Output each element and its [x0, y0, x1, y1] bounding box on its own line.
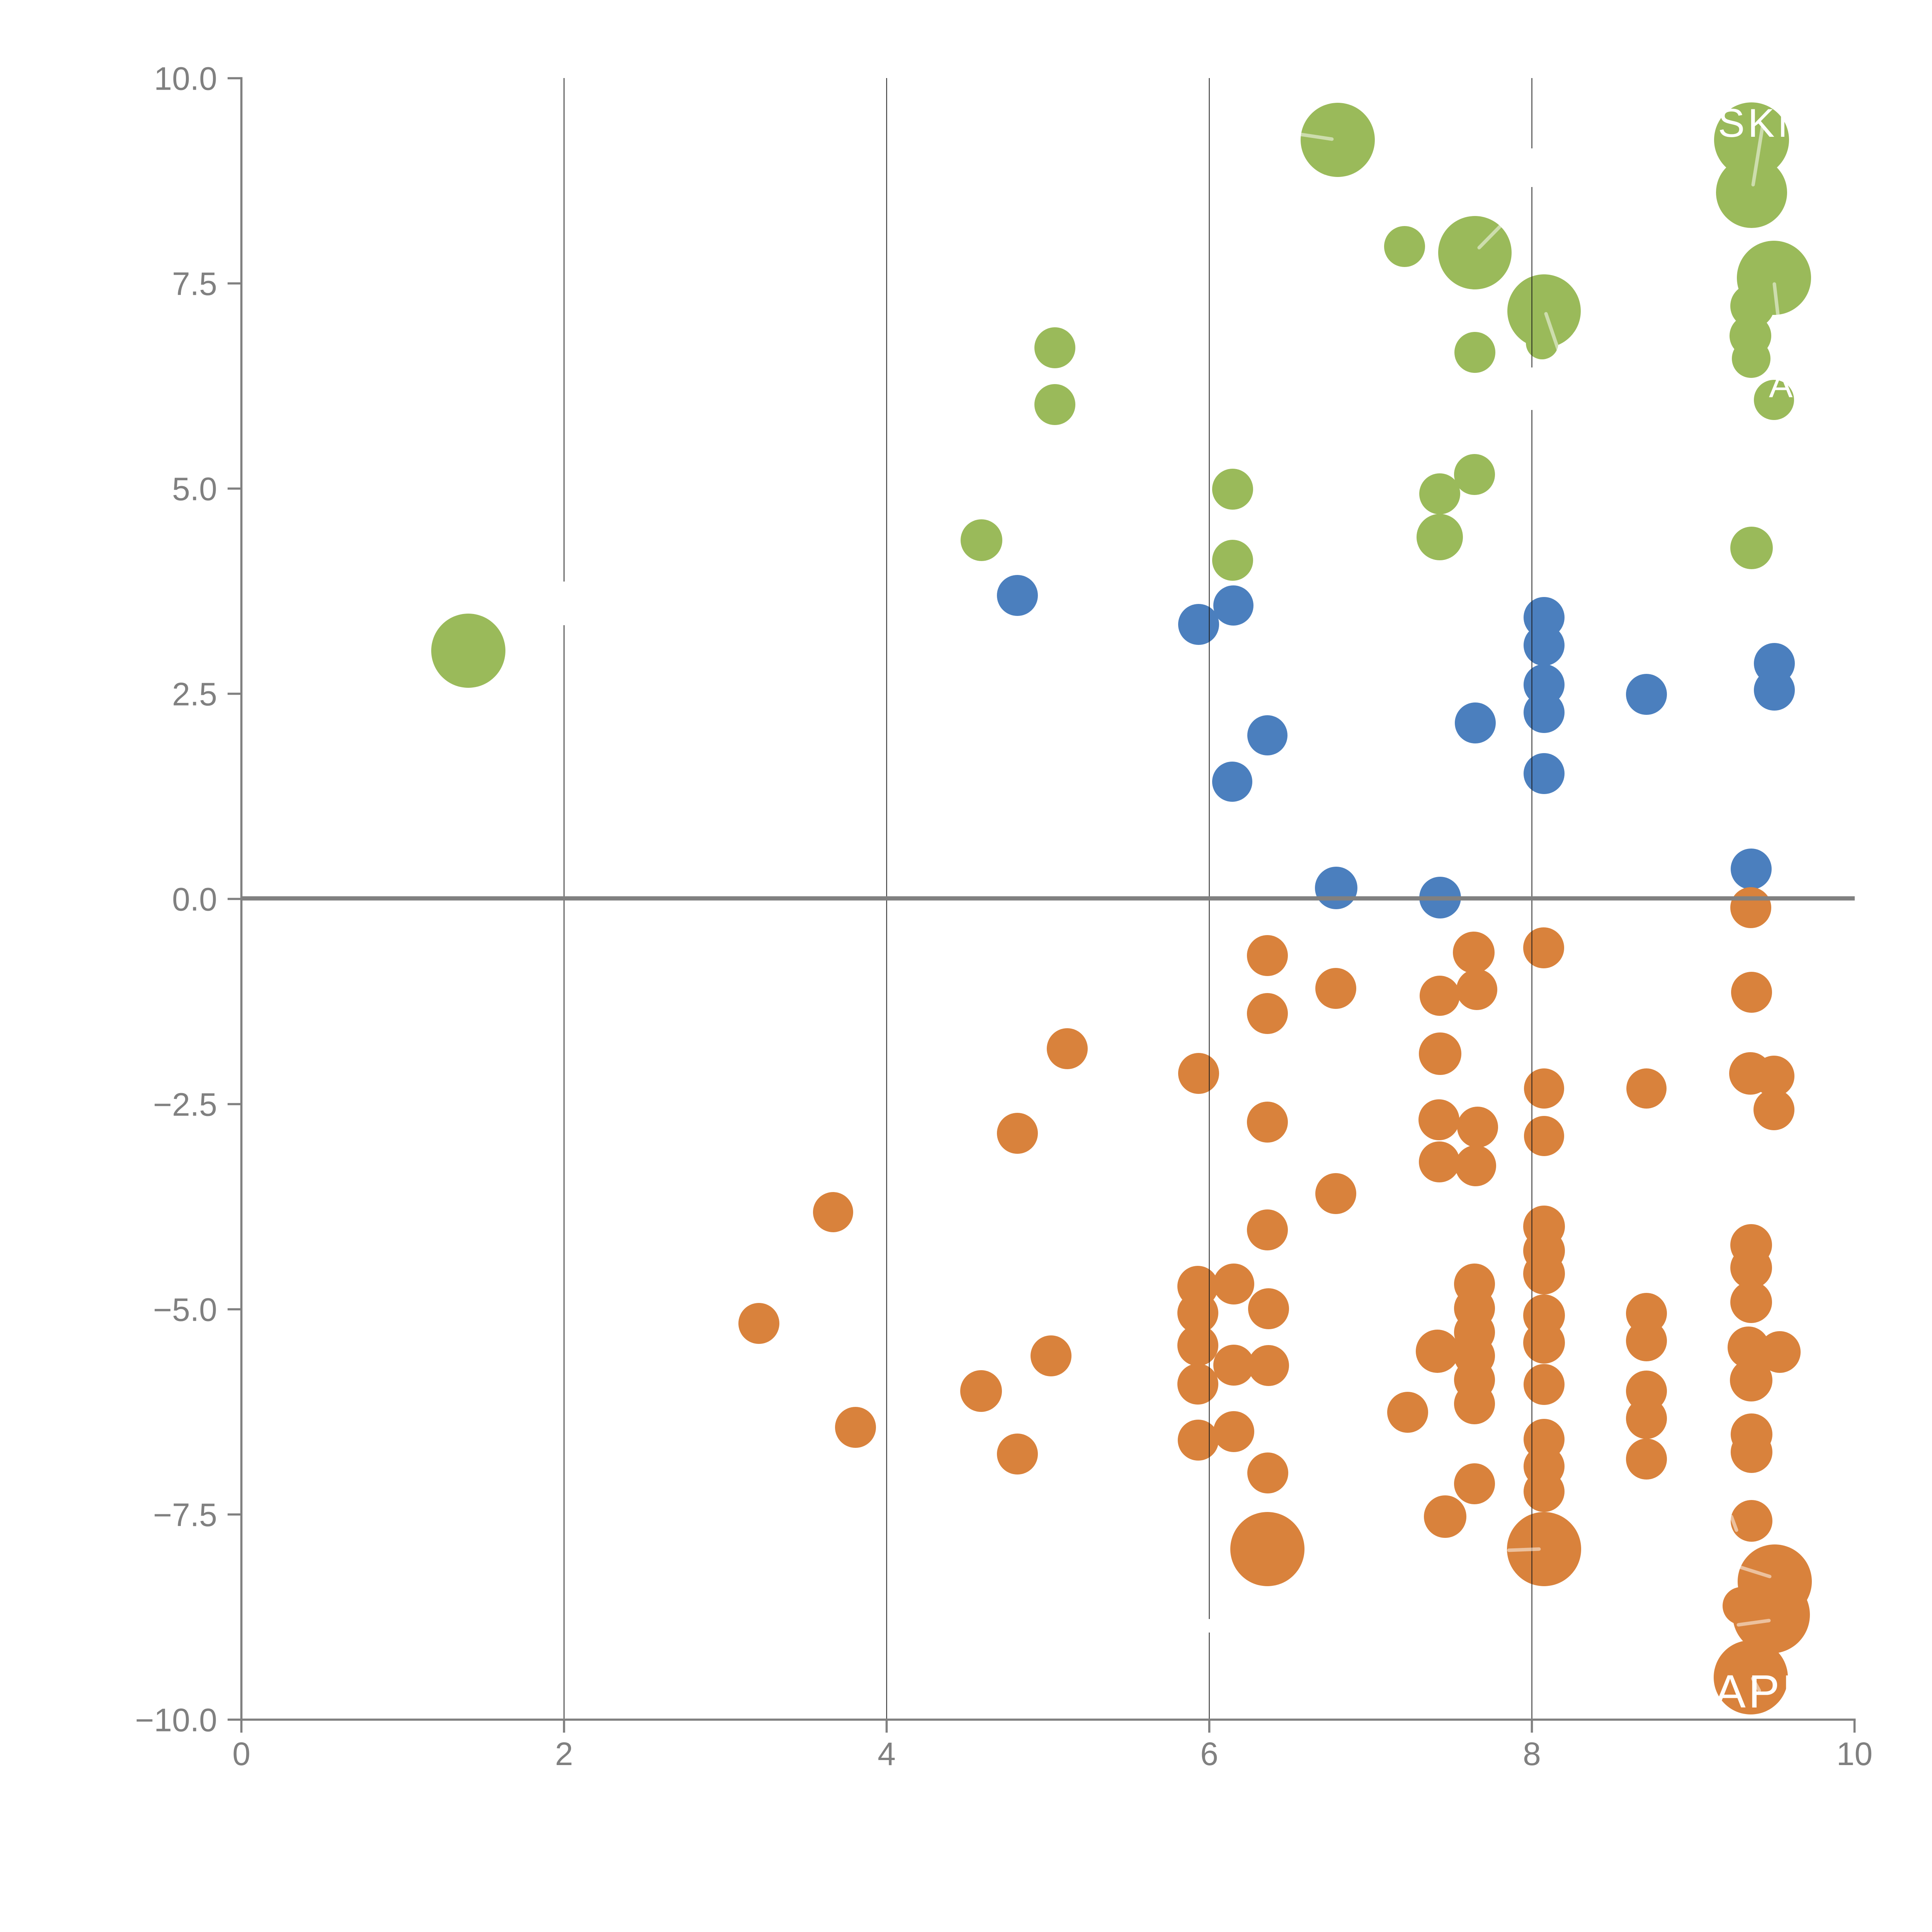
svg-text:APPN: APPN: [1714, 1665, 1853, 1718]
svg-text:8: 8: [1523, 1736, 1541, 1772]
svg-text:−2.5: −2.5: [153, 1086, 217, 1122]
svg-text:−7.5: −7.5: [153, 1497, 217, 1533]
svg-text:2: 2: [555, 1736, 573, 1772]
svg-text:10: 10: [1837, 1736, 1872, 1772]
svg-text:SKM: SKM: [1718, 101, 1814, 146]
svg-text:4: 4: [878, 1736, 896, 1772]
svg-text:2.5: 2.5: [172, 676, 217, 712]
svg-text:0.0: 0.0: [172, 881, 217, 917]
svg-text:7.5: 7.5: [172, 265, 217, 302]
svg-text:6: 6: [1200, 1736, 1218, 1772]
svg-text:0: 0: [232, 1736, 250, 1772]
svg-text:5.0: 5.0: [172, 471, 217, 507]
svg-text:AMD: AMD: [1769, 366, 1848, 405]
svg-text:−10.0: −10.0: [135, 1702, 217, 1738]
svg-text:10.0: 10.0: [154, 60, 218, 97]
svg-text:−5.0: −5.0: [153, 1291, 217, 1328]
